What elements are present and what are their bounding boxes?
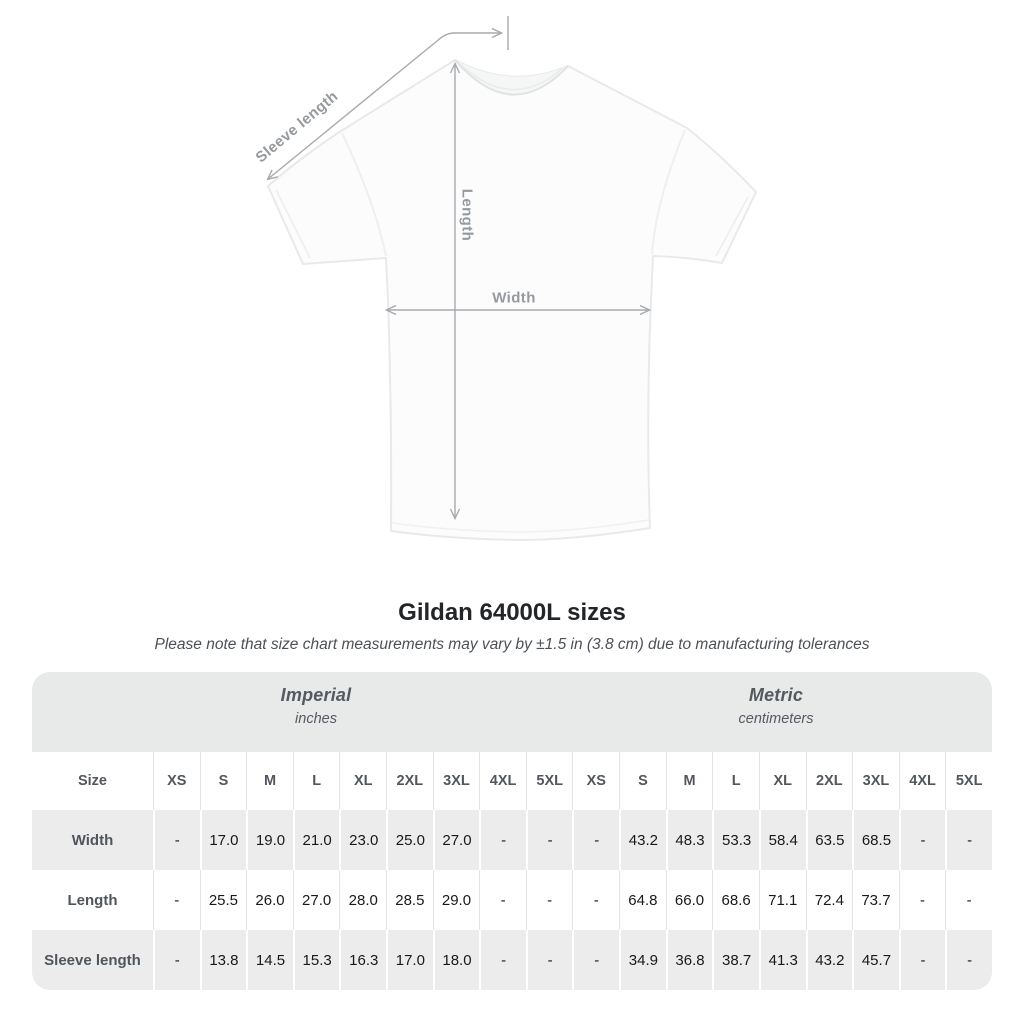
size-table: Imperial inches Metric centimeters Size X… xyxy=(32,672,992,990)
size-header-row: Size XS S M L XL 2XL 3XL 4XL 5XL XS S M L XL 2XL 3XL 4XL 5… xyxy=(32,752,992,810)
value-cell: 19.0 xyxy=(246,810,293,870)
value-cell: 18.0 xyxy=(432,930,480,990)
value-cell: 17.0 xyxy=(199,810,247,870)
value-cell: - xyxy=(898,870,946,930)
value-cell: - xyxy=(572,810,619,870)
metric-title: Metric xyxy=(748,685,804,705)
value-cell: 36.8 xyxy=(665,930,713,990)
value-cell: 71.1 xyxy=(758,870,806,930)
metric-size-header-xs: XS xyxy=(572,752,619,810)
value-cell: - xyxy=(525,810,573,870)
sleeve-length-arrow xyxy=(268,33,501,179)
value-cell: 53.3 xyxy=(712,810,759,870)
value-cell: - xyxy=(153,930,200,990)
value-cell: 29.0 xyxy=(432,870,480,930)
metric-unit-header: Metric centimeters xyxy=(739,685,814,727)
size-column-header: Size xyxy=(77,773,107,789)
value-cell: 15.3 xyxy=(292,930,340,990)
value-cell: 28.0 xyxy=(339,870,386,930)
value-cell: 25.0 xyxy=(386,810,433,870)
value-cell: 64.8 xyxy=(619,870,666,930)
size-grid: Size XS S M L XL 2XL 3XL 4XL 5XL XS S M L XL 2XL 3XL 4XL 5… xyxy=(32,752,992,990)
table-row-length: Length -25.5 26.0 27.0 28.0 28.5 29.0- - -64.8 66… xyxy=(32,870,992,930)
value-cell: - xyxy=(945,810,992,870)
value-cell: - xyxy=(525,930,573,990)
metric-size-header-xl: XL xyxy=(758,752,806,810)
value-cell: 68.6 xyxy=(712,870,759,930)
value-cell: - xyxy=(479,810,526,870)
value-cell: 16.3 xyxy=(339,930,386,990)
imperial-size-header-l: L xyxy=(292,752,340,810)
imperial-size-header-2xl: 2XL xyxy=(386,752,433,810)
table-row-width: Width -17.0 19.0 21.0 23.0 25.0 27.0- - -43.2 48.… xyxy=(32,810,992,870)
metric-size-header-m: M xyxy=(665,752,713,810)
metric-size-header-5xl: 5XL xyxy=(945,752,992,810)
row-label: Length xyxy=(67,891,118,909)
row-label: Sleeve length xyxy=(44,951,141,969)
value-cell: 13.8 xyxy=(199,930,247,990)
value-cell: 21.0 xyxy=(292,810,340,870)
width-label: Width xyxy=(492,289,536,307)
value-cell: 38.7 xyxy=(712,930,759,990)
imperial-unit-header: Imperial inches xyxy=(281,685,352,727)
imperial-unit: inches xyxy=(295,711,337,727)
value-cell: 63.5 xyxy=(805,810,853,870)
value-cell: 58.4 xyxy=(758,810,806,870)
value-cell: 73.7 xyxy=(852,870,899,930)
metric-size-header-l: L xyxy=(712,752,759,810)
imperial-size-header-4xl: 4XL xyxy=(479,752,526,810)
value-cell: - xyxy=(153,870,200,930)
value-cell: 34.9 xyxy=(619,930,666,990)
value-cell: 28.5 xyxy=(386,870,433,930)
value-cell: 27.0 xyxy=(292,870,340,930)
row-label: Width xyxy=(71,831,114,849)
tshirt-diagram xyxy=(0,16,757,541)
value-cell: 41.3 xyxy=(758,930,806,990)
metric-size-header-2xl: 2XL xyxy=(805,752,853,810)
value-cell: 72.4 xyxy=(805,870,853,930)
value-cell: 43.2 xyxy=(805,930,853,990)
unit-header-band: Imperial inches Metric centimeters xyxy=(32,672,992,752)
value-cell: 43.2 xyxy=(619,810,666,870)
value-cell: - xyxy=(898,810,946,870)
metric-unit: centimeters xyxy=(738,711,814,727)
value-cell: 66.0 xyxy=(665,870,713,930)
table-row-sleeve-length: Sleeve length -13.8 14.5 15.3 16.3 17.0 18.0- -… xyxy=(32,930,992,990)
value-cell: 48.3 xyxy=(665,810,713,870)
value-cell: 45.7 xyxy=(852,930,899,990)
tolerance-note: Please note that size chart measurements… xyxy=(154,636,870,653)
imperial-size-header-xl: XL xyxy=(339,752,386,810)
value-cell: - xyxy=(525,870,573,930)
value-cell: 68.5 xyxy=(852,810,899,870)
value-cell: - xyxy=(572,930,619,990)
value-cell: 17.0 xyxy=(386,930,433,990)
value-cell: 26.0 xyxy=(246,870,293,930)
imperial-size-header-5xl: 5XL xyxy=(525,752,573,810)
value-cell: - xyxy=(153,810,200,870)
imperial-size-header-s: S xyxy=(199,752,247,810)
imperial-size-header-3xl: 3XL xyxy=(432,752,480,810)
value-cell: - xyxy=(945,870,992,930)
value-cell: 14.5 xyxy=(246,930,293,990)
imperial-size-header-xs: XS xyxy=(153,752,200,810)
value-cell: 27.0 xyxy=(432,810,480,870)
value-cell: - xyxy=(898,930,946,990)
value-cell: 23.0 xyxy=(339,810,386,870)
value-cell: 25.5 xyxy=(199,870,247,930)
value-cell: - xyxy=(479,870,526,930)
length-label: Length xyxy=(458,188,476,242)
imperial-title: Imperial xyxy=(280,685,352,705)
imperial-size-header-m: M xyxy=(246,752,293,810)
metric-size-header-s: S xyxy=(619,752,666,810)
metric-size-header-3xl: 3XL xyxy=(852,752,899,810)
value-cell: - xyxy=(945,930,992,990)
value-cell: - xyxy=(572,870,619,930)
value-cell: - xyxy=(479,930,526,990)
metric-size-header-4xl: 4XL xyxy=(898,752,946,810)
page-title: Gildan 64000L sizes xyxy=(398,599,626,626)
